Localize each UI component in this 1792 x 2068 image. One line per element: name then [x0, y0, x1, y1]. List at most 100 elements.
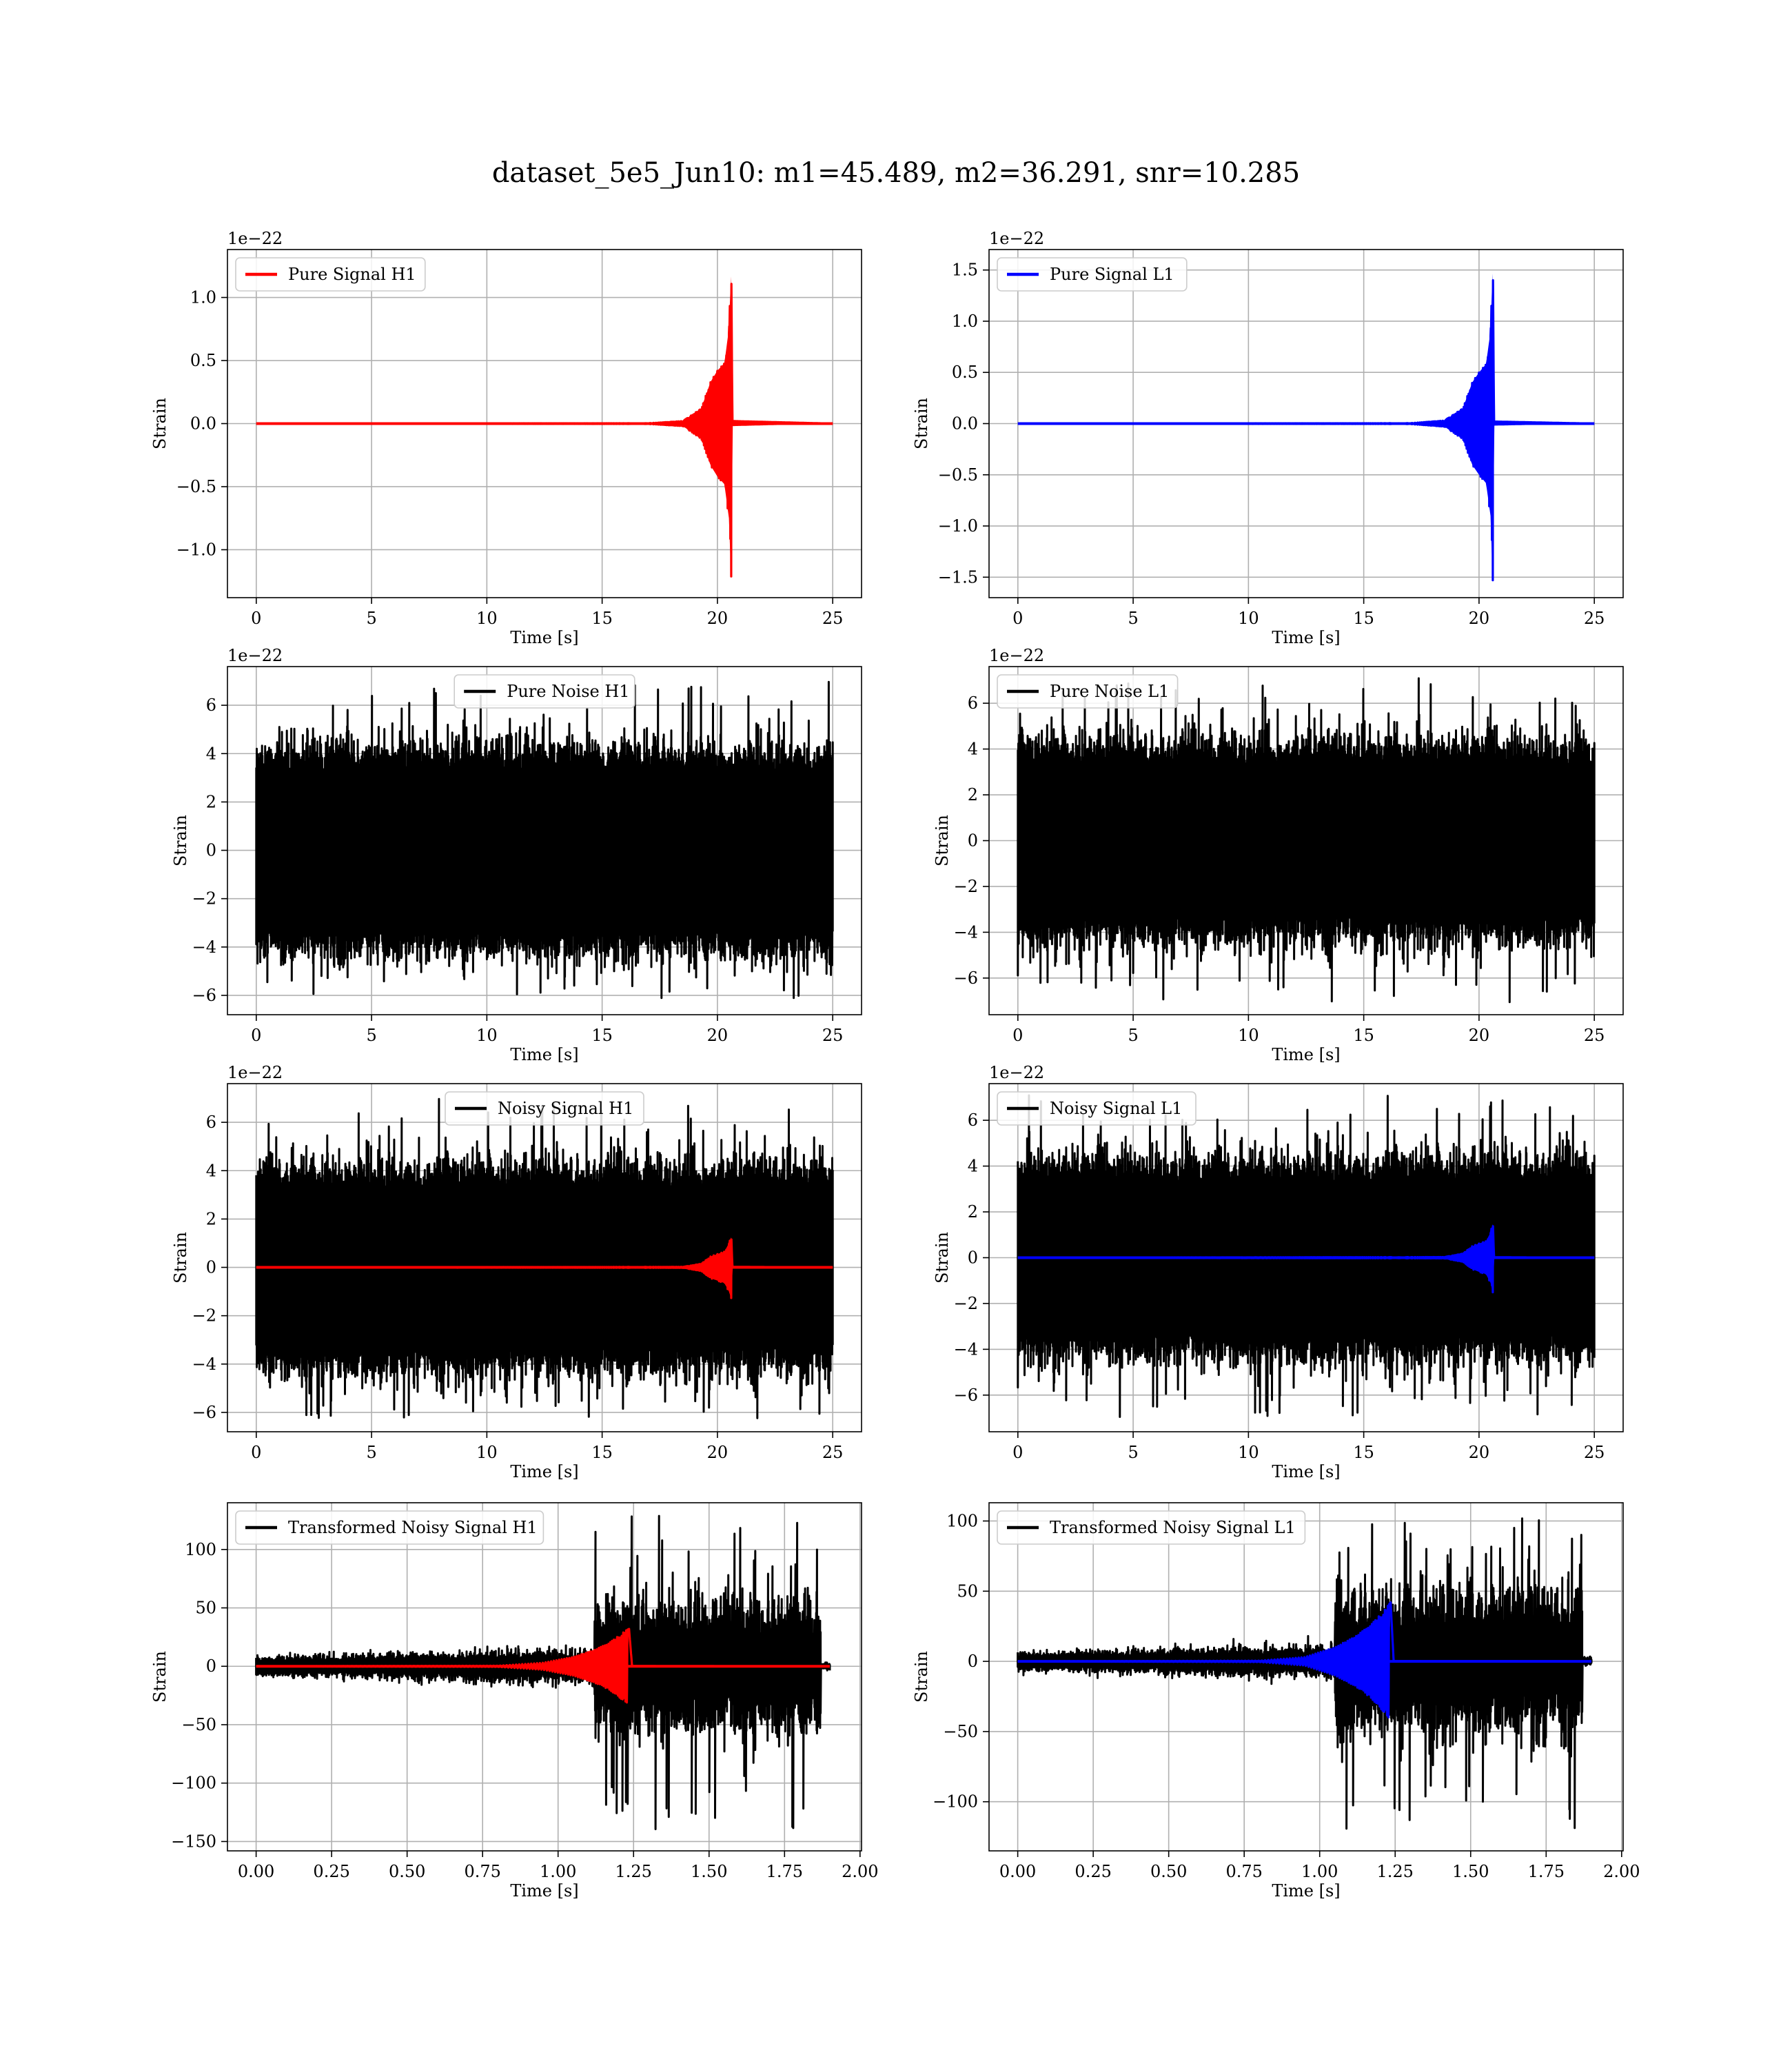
y-tick-label: −4	[192, 937, 216, 957]
x-axis-label: Time [s]	[510, 1881, 578, 1900]
y-tick-label: −0.5	[938, 465, 978, 485]
legend: Pure Noise H1	[454, 674, 635, 709]
y-axis-label: Strain	[150, 398, 170, 449]
legend-box	[997, 257, 1188, 292]
y-tick-label: −6	[954, 1386, 978, 1405]
x-tick-label: 15	[1353, 1026, 1374, 1045]
legend-label: Noisy Signal L1	[1050, 1099, 1182, 1118]
y-axis-label: Strain	[933, 1232, 952, 1284]
y-tick-label: −50	[181, 1715, 216, 1734]
legend-box	[454, 674, 635, 709]
x-tick-label: 15	[591, 1443, 613, 1462]
x-tick-label: 0.00	[238, 1862, 274, 1881]
y-tick-label: 2	[968, 785, 978, 804]
x-tick-label: 5	[1128, 1026, 1138, 1045]
subplot-pure-signal-l1: 0 5 10 15 20 25 −1.5 −1.0 −0.5 0.0 0.5 1.0 1.5 Time […	[912, 229, 1624, 647]
x-tick-label: 0	[251, 609, 261, 628]
x-tick-label: 1.50	[691, 1862, 727, 1881]
plot-area	[255, 276, 834, 578]
axes-frame	[227, 1083, 862, 1432]
y-tick-label: −4	[954, 922, 978, 942]
y-tick-label: 0.0	[952, 414, 978, 434]
y-tick-label: −4	[192, 1355, 216, 1374]
x-tick-label: 10	[476, 1026, 498, 1045]
x-tick-label: 15	[1353, 1443, 1374, 1462]
axis-offset-text: 1e−22	[227, 1063, 283, 1082]
x-tick-label: 25	[822, 1026, 844, 1045]
x-tick-label: 0	[1012, 1443, 1023, 1462]
y-tick-label: −2	[954, 877, 978, 896]
series-line-pure-signal-l1	[1017, 279, 1596, 582]
x-tick-label: 0.25	[1075, 1862, 1111, 1881]
y-tick-label: −1.5	[938, 567, 978, 587]
legend: Pure Signal L1	[997, 257, 1188, 292]
subplot-pure-noise-h1: 0 5 10 15 20 25 −6 −4 −2 0 2 4 6 Time [s] Strain 1e−22 P…	[171, 646, 862, 1064]
x-tick-label: 0	[251, 1026, 261, 1045]
x-tick-label: 1.25	[1377, 1862, 1414, 1881]
x-tick-label: 5	[1128, 1443, 1138, 1462]
x-tick-label: 0.75	[464, 1862, 500, 1881]
y-tick-label: 0.5	[190, 351, 216, 370]
x-axis-label: Time [s]	[510, 1462, 578, 1481]
x-tick-label: 10	[1238, 609, 1259, 628]
series-line-pure-noise-h1	[255, 680, 834, 1000]
y-tick-label: 50	[195, 1599, 216, 1618]
axes-frame	[988, 1502, 1624, 1852]
y-tick-label: 0	[968, 1248, 978, 1268]
axis-offset-text: 1e−22	[227, 229, 283, 248]
x-axis-label: Time [s]	[1272, 1881, 1340, 1900]
x-tick-label: 1.00	[1301, 1862, 1338, 1881]
y-tick-label: 6	[968, 1111, 978, 1130]
legend-box	[235, 257, 426, 292]
x-tick-label: 1.75	[1528, 1862, 1565, 1881]
axis-offset-text: 1e−22	[989, 646, 1044, 665]
y-tick-label: −6	[192, 986, 216, 1005]
y-tick-label: −6	[954, 969, 978, 988]
x-tick-label: 25	[1584, 1026, 1605, 1045]
x-tick-label: 5	[366, 609, 376, 628]
legend-box	[997, 1510, 1306, 1545]
plot-area	[255, 1514, 831, 1830]
subplot-pure-signal-h1: 0 5 10 15 20 25 −1.0 −0.5 0.0 0.5 1.0 Time [s] Strai…	[150, 229, 862, 647]
legend: Pure Signal H1	[235, 257, 426, 292]
axis-offset-text: 1e−22	[227, 646, 283, 665]
plot-area	[1017, 273, 1596, 582]
x-tick-label: 1.75	[766, 1862, 803, 1881]
y-tick-label: 4	[968, 1157, 978, 1176]
x-tick-label: 10	[476, 1443, 498, 1462]
x-tick-label: 25	[822, 609, 844, 628]
series-line-transformed-noisy-signal-h1	[255, 1514, 831, 1830]
legend: Noisy Signal L1	[997, 1091, 1197, 1126]
plot-area	[1017, 1517, 1593, 1830]
axis-offset-text: 1e−22	[989, 229, 1044, 248]
y-axis-label: Strain	[912, 398, 931, 449]
y-tick-label: −4	[954, 1339, 978, 1359]
x-tick-label: 5	[366, 1443, 376, 1462]
x-tick-label: 0.50	[1150, 1862, 1187, 1881]
x-axis-label: Time [s]	[510, 1045, 578, 1064]
subplot-transformed-noisy-signal-l1: 0.00 0.25 0.50 0.75 1.00 1.25 1.50 1.75 2.00 −100…	[912, 1502, 1640, 1900]
y-tick-label: 2	[968, 1202, 978, 1221]
y-tick-label: −2	[954, 1294, 978, 1313]
y-tick-label: 6	[206, 696, 216, 715]
legend: Transformed Noisy Signal H1	[235, 1510, 544, 1545]
x-tick-label: 1.50	[1452, 1862, 1489, 1881]
y-tick-label: 2	[206, 792, 216, 811]
x-tick-label: 20	[707, 1443, 729, 1462]
x-tick-label: 1.00	[540, 1862, 576, 1881]
legend-box	[997, 1091, 1197, 1126]
x-tick-label: 0.00	[999, 1862, 1036, 1881]
y-tick-label: 6	[968, 693, 978, 713]
y-tick-label: −6	[192, 1403, 216, 1422]
legend-label: Pure Noise L1	[1050, 682, 1169, 701]
x-tick-label: 1.25	[615, 1862, 652, 1881]
y-tick-label: 100	[185, 1540, 216, 1559]
legend-label: Pure Noise H1	[507, 682, 629, 701]
y-axis-label: Strain	[171, 815, 190, 866]
x-tick-label: 10	[476, 609, 498, 628]
y-tick-label: 100	[946, 1511, 978, 1530]
subplot-transformed-noisy-signal-h1: 0.00 0.25 0.50 0.75 1.00 1.25 1.50 1.75 2.00 −150…	[150, 1502, 879, 1900]
y-axis-label: Strain	[150, 1651, 170, 1703]
x-tick-label: 10	[1238, 1443, 1259, 1462]
